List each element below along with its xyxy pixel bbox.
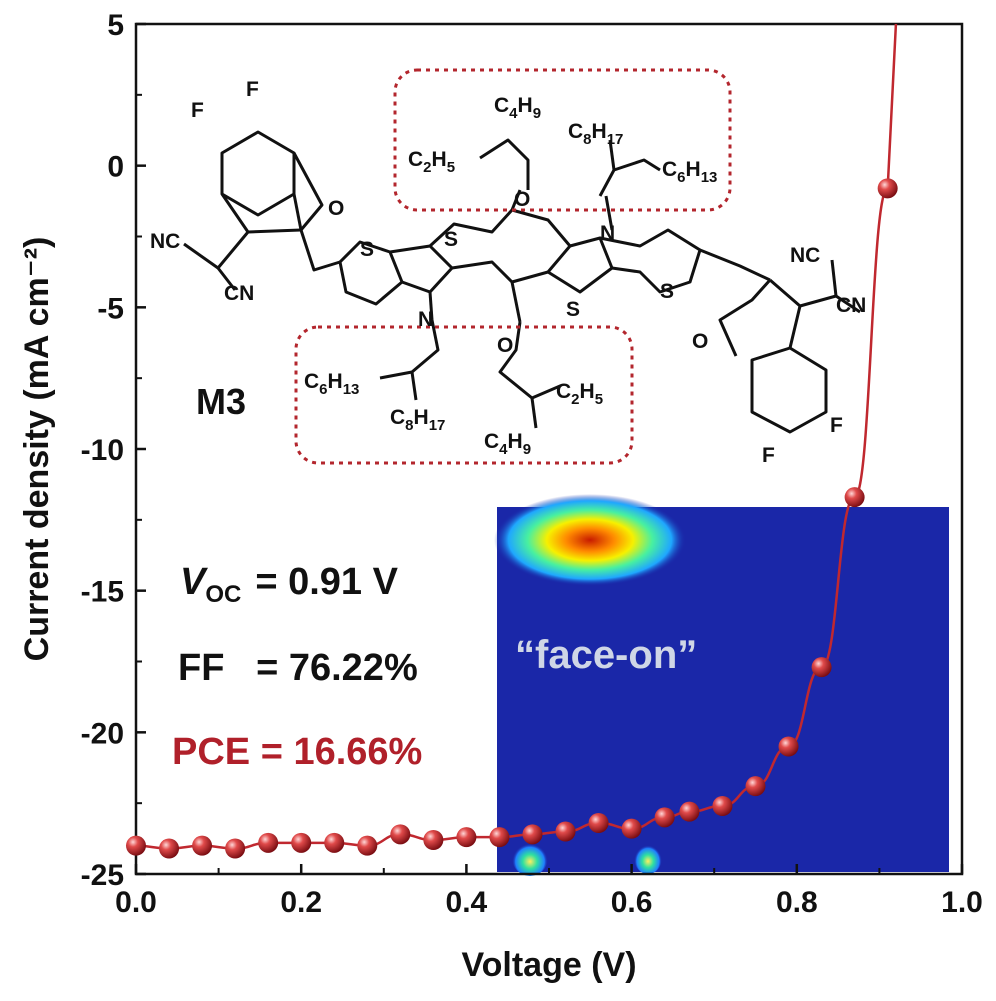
atom-f-4: F [762,444,775,467]
data-point [489,827,510,848]
atom-n-1: N [418,308,433,331]
data-point [654,807,675,828]
mol-ring-left-benzene [220,130,296,217]
data-point [357,835,378,856]
data-point [555,821,576,842]
data-point [811,657,832,678]
x-tick-label: 0.6 [611,886,653,919]
data-point [778,736,799,757]
atom-s-4: S [660,280,674,303]
series-points [126,178,898,859]
data-point [844,487,865,508]
y-tick-label: -10 [81,434,124,467]
chain-bottom-1: C6H13 [304,370,359,398]
atom-o-3: O [497,334,513,357]
inset-peak-left [512,840,548,876]
data-point [745,776,766,797]
data-point [159,838,180,859]
mol-ring-right-benzene [750,346,828,434]
data-point [588,813,609,833]
chain-top-1: C2H5 [408,148,455,176]
bottom-alkyl-box [294,325,634,465]
data-point [324,832,345,853]
top-alkyl-box [393,68,732,212]
axis-ticks: 0.0 0.2 0.4 0.6 0.8 1.0 5 0 -5 -10 -15 -20 -25 [81,9,983,919]
pce-label: PCE = 16.66% [172,731,422,773]
x-tick-label: 0.8 [776,886,818,919]
data-point [456,827,477,848]
inset-peak-right [634,842,662,874]
atom-o-1: O [328,197,344,220]
atom-nc-1: NC [150,230,180,253]
atom-cn-2: CN [836,294,866,317]
data-point [712,796,733,816]
atom-f-2: F [246,78,259,101]
atom-o-4: O [692,330,708,353]
atom-o-2: O [514,188,530,211]
chain-top-2: C4H9 [494,94,541,122]
molecule-structure [183,130,861,434]
molecule-labels: F F O NC CN S S S S N N O O O NC CN F F … [150,76,866,467]
atom-s-3: S [566,298,580,321]
chain-bottom-4: C4H9 [484,430,531,458]
data-point [192,835,213,856]
metrics: VOC = 0.91 V FF = 76.22% PCE = 16.66% [172,561,422,773]
atom-s-1: S [360,238,374,261]
data-point [225,838,246,859]
data-point [291,832,312,853]
y-tick-label: -20 [81,717,124,750]
x-tick-label: 0.0 [115,886,157,919]
x-axis-title: Voltage (V) [461,946,636,984]
ff-label: FF = 76.22% [178,647,418,689]
x-tick-label: 1.0 [941,886,983,919]
x-tick-label: 0.4 [446,886,488,919]
atom-cn-1: CN [224,282,254,305]
y-tick-label: -15 [81,576,124,609]
inset-hotspot [494,494,686,586]
chain-bottom-2: C8H17 [390,406,445,434]
y-tick-label: 0 [107,151,124,184]
atom-s-2: S [444,228,458,251]
molecule-name: M3 [196,381,246,422]
data-point [258,832,279,853]
chain-bottom-3: C2H5 [556,380,603,408]
chain-top-3: C8H17 [568,120,623,148]
y-tick-label: 5 [107,9,124,42]
voc-label: VOC = 0.91 V [180,561,399,608]
giwaxs-inset: “face-on” [494,494,949,876]
y-tick-label: -5 [97,292,124,325]
data-point [126,835,146,856]
atom-nc-2: NC [790,244,820,267]
chain-top-4: C6H13 [662,158,717,186]
inset-label: “face-on” [515,633,697,677]
data-point [390,824,411,845]
x-tick-label: 0.2 [280,886,322,919]
atom-n-2: N [600,222,615,245]
data-point [679,801,700,822]
atom-f-3: F [830,414,843,437]
data-point [423,830,444,850]
atom-f-1: F [191,99,204,122]
y-tick-label: -25 [81,859,124,892]
data-point [877,178,898,199]
data-point [522,824,543,845]
y-axis-title: Current density (mA cm⁻²) [18,237,56,662]
data-point [621,818,642,839]
